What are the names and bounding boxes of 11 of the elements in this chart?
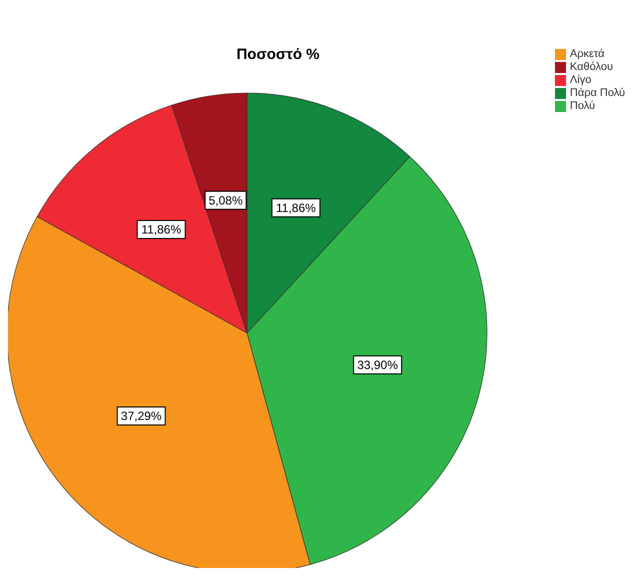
legend-label: Αρκετά — [570, 48, 604, 60]
legend-label: Πολύ — [570, 100, 596, 112]
chart-title: Ποσοστό % — [235, 46, 321, 63]
data-label: 11,86% — [141, 222, 182, 237]
data-label: 37,29% — [120, 408, 162, 423]
data-label: 33,90% — [357, 358, 398, 372]
data-label: 5,08% — [208, 193, 243, 208]
legend-label: Πάρα Πολύ — [570, 87, 625, 99]
legend-label: Λίγο — [570, 74, 592, 86]
legend-label: Καθόλου — [570, 61, 613, 73]
data-label: 11,86% — [276, 200, 316, 215]
